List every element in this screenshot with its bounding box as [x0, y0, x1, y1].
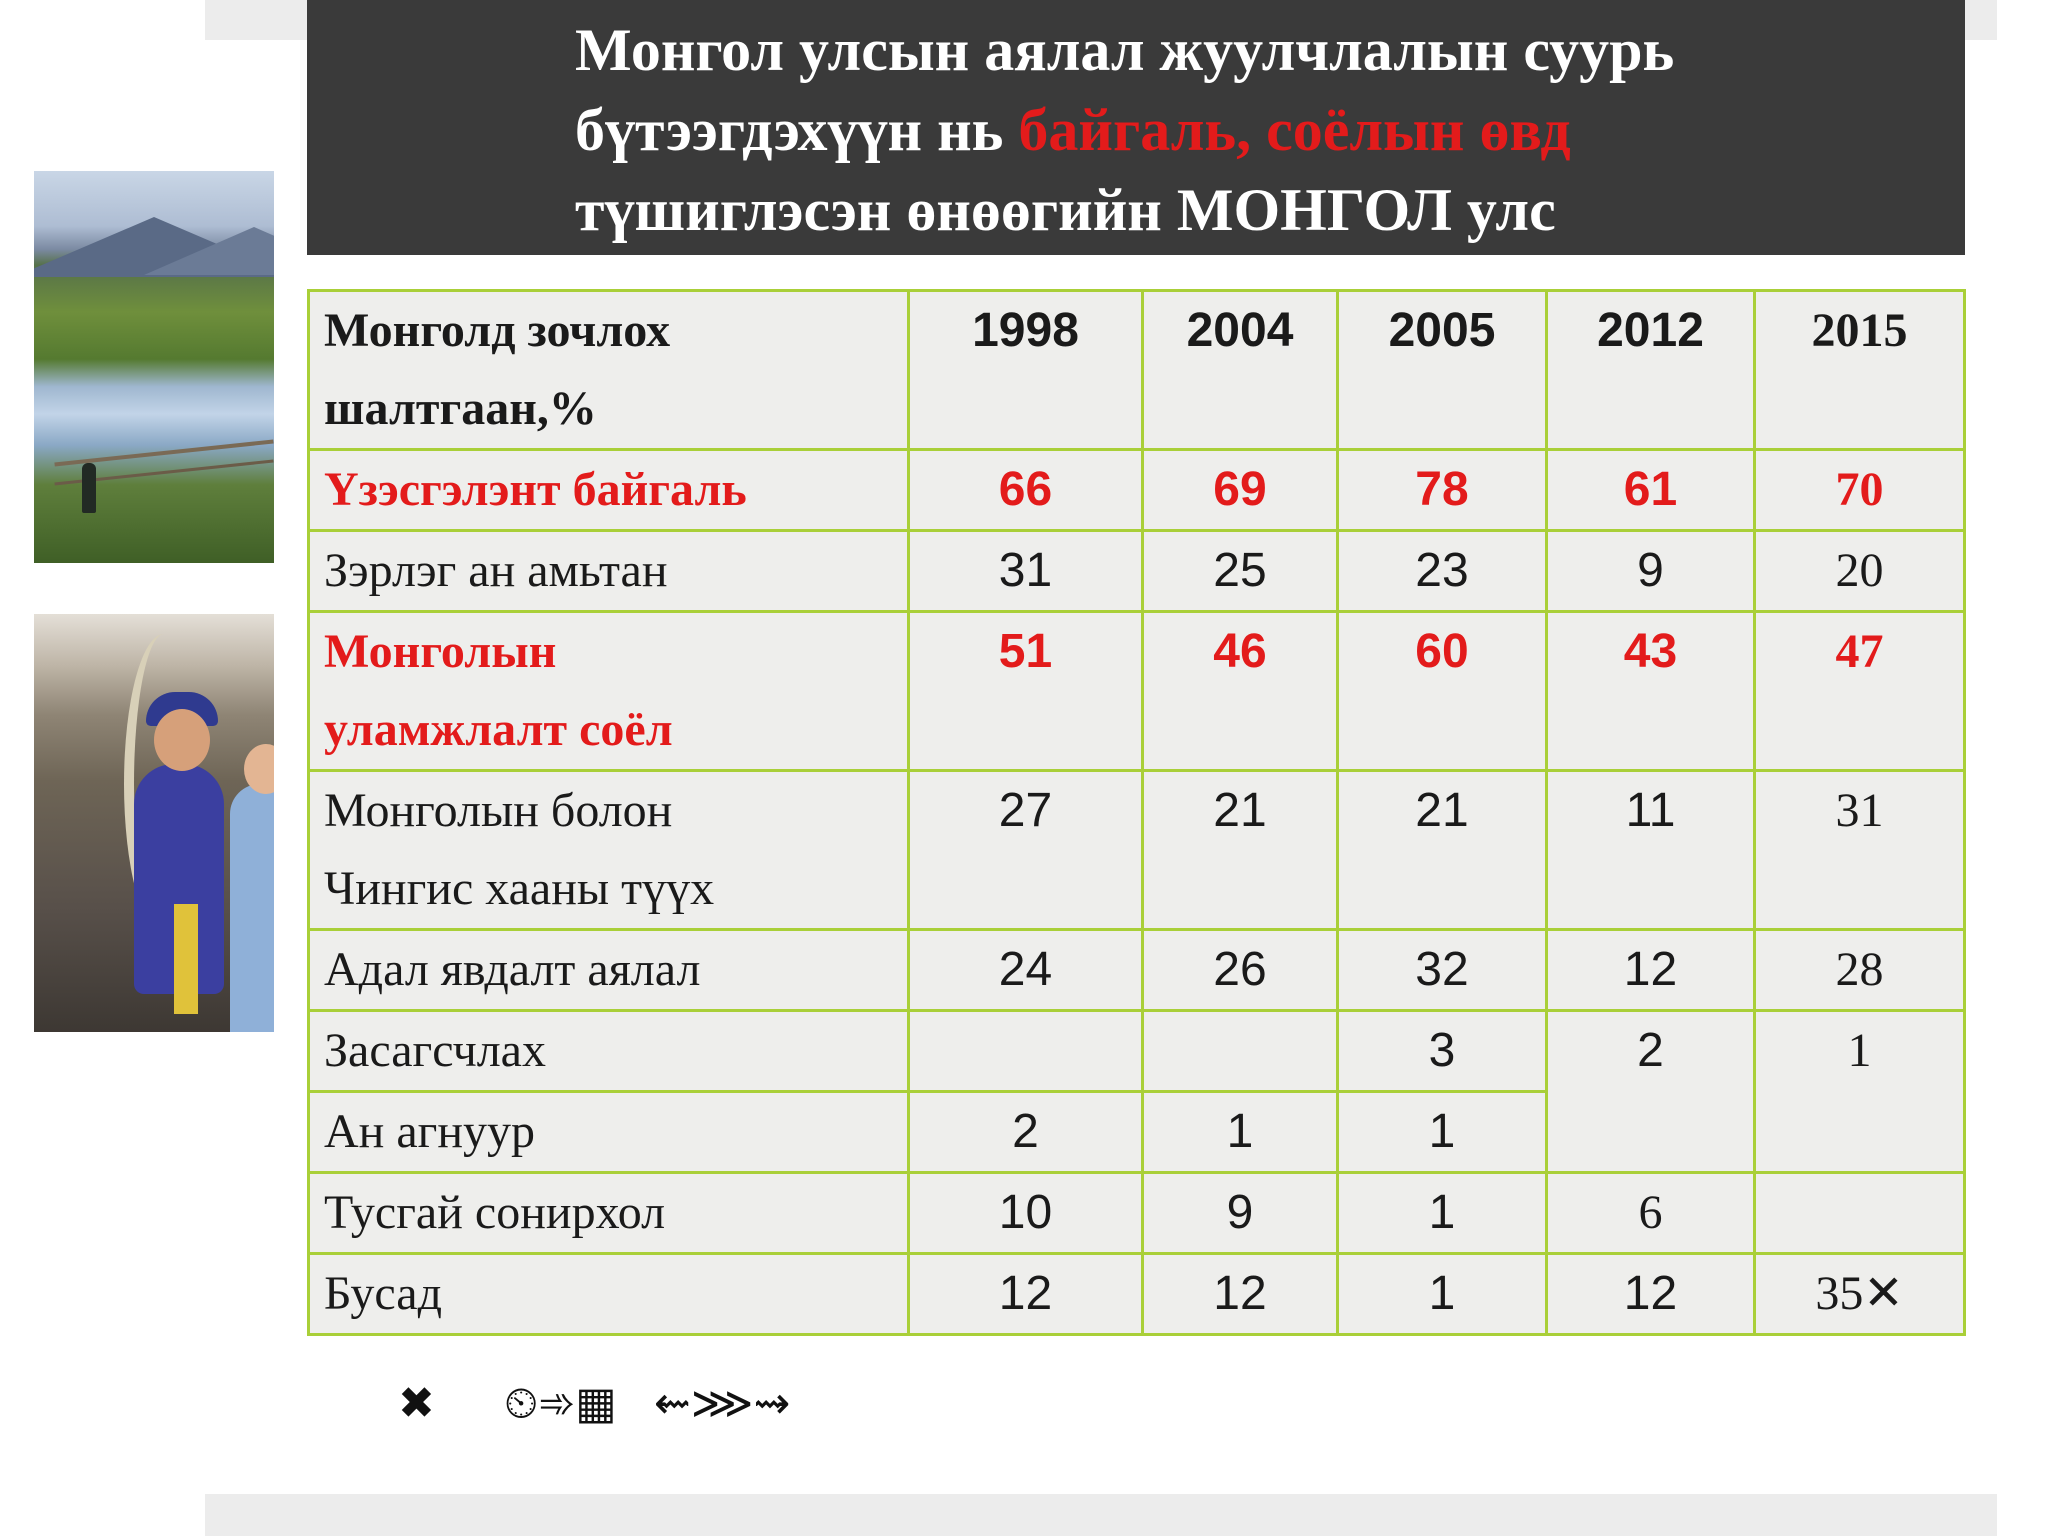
table-cell: 32 — [1336, 928, 1548, 1012]
table-cell: 10 — [907, 1171, 1144, 1255]
table-cell — [907, 1009, 1144, 1093]
table-row: Зэрлэг ан амьтан 31 25 23 9 20 — [307, 529, 1966, 613]
table-row: Үзэсгэлэнт байгаль 66 69 78 61 70 — [307, 448, 1966, 532]
table-cell: 23 — [1336, 529, 1548, 613]
archer-photo — [34, 614, 274, 1032]
table-cell: 47 — [1753, 610, 1966, 772]
table-row: Адал явдалт аялал 24 26 32 12 28 — [307, 928, 1966, 1012]
row-label: Тусгай сонирхол — [307, 1171, 910, 1255]
table-cell: 12 — [1141, 1252, 1339, 1336]
header-label-line2: шалтгаан,% — [324, 382, 597, 435]
table-cell: 69 — [1141, 448, 1339, 532]
row-label-line2: уламжлалт соёл — [324, 703, 673, 756]
table-cell: 31 — [907, 529, 1144, 613]
row-label: Ан агнуур — [307, 1090, 910, 1174]
row-label-line1: Монголын — [324, 625, 557, 678]
table-cell: 2 — [907, 1090, 1144, 1174]
table-cell: 70 — [1753, 448, 1966, 532]
footer-glyph: ⇜⋙⇝ — [654, 1378, 791, 1429]
header-year: 2015 — [1753, 289, 1966, 451]
table-cell: 28 — [1753, 928, 1966, 1012]
bystander-figure — [230, 784, 274, 1032]
title-line-2-accent: байгаль, соёлын өвд — [1018, 97, 1571, 163]
header-year: 2004 — [1141, 289, 1339, 451]
archer-sash — [174, 904, 198, 1014]
table-cell: 26 — [1141, 928, 1339, 1012]
table-cell: 20 — [1753, 529, 1966, 613]
table-cell: 12 — [1545, 928, 1756, 1012]
table-cell: 21 — [1141, 769, 1339, 931]
table-cell: 2 — [1545, 1009, 1756, 1174]
table-row: Ан агнуур 2 1 1 — [307, 1090, 1965, 1174]
landscape-photo — [34, 171, 274, 563]
row-label: Монголын уламжлалт соёл — [307, 610, 910, 772]
table-cell: 12 — [907, 1252, 1144, 1336]
table-cell: 66 — [907, 448, 1144, 532]
row-label: Бусад — [307, 1252, 910, 1336]
title-line-2-plain: бүтээгдэхүүн нь — [575, 97, 1019, 163]
table-cell — [1753, 1171, 1966, 1255]
table-cell: 25 — [1141, 529, 1339, 613]
archer-head — [154, 709, 210, 771]
row-label: Зэрлэг ан амьтан — [307, 529, 910, 613]
title-line-3: түшиглэсэн өнөөгийн МОНГОЛ улс — [575, 177, 1556, 243]
table-cell: 1 — [1753, 1009, 1966, 1174]
table-cell: 78 — [1336, 448, 1548, 532]
bottom-decor-strip — [205, 1494, 1997, 1536]
row-label: Үзэсгэлэнт байгаль — [307, 448, 910, 532]
footer-glyph: ⏲➾▦ — [504, 1378, 617, 1429]
header-year: 1998 — [907, 289, 1144, 451]
table-cell: 24 — [907, 928, 1144, 1012]
table-cell: 51 — [907, 610, 1144, 772]
table-cell: 43 — [1545, 610, 1756, 772]
row-label: Монголын болон Чингис хааны түүх — [307, 769, 910, 931]
table-cell: 9 — [1545, 529, 1756, 613]
table-cell: 3 — [1336, 1009, 1548, 1093]
mountain-shape — [144, 227, 274, 275]
tourism-reasons-table: Монголд зочлох шалтгаан,% 1998 2004 2005 … — [307, 289, 1966, 1336]
table-cell: 60 — [1336, 610, 1548, 772]
table-cell: 1 — [1336, 1252, 1548, 1336]
table-row: Бусад 12 12 1 12 35✕ — [307, 1252, 1966, 1336]
table-header-row: Монголд зочлох шалтгаан,% 1998 2004 2005 … — [307, 289, 1966, 451]
table-cell: 35✕ — [1753, 1252, 1966, 1336]
table-cell: 1 — [1336, 1090, 1548, 1174]
person-silhouette — [82, 463, 96, 513]
bystander-head — [244, 744, 274, 794]
row-label: Адал явдалт аялал — [307, 928, 910, 1012]
header-year: 2012 — [1545, 289, 1756, 451]
title-line-1: Монгол улсын аялал жуулчлалын суурь — [575, 17, 1675, 83]
header-year: 2005 — [1336, 289, 1548, 451]
header-label-line1: Монголд зочлох — [324, 304, 671, 357]
header-label-cell: Монголд зочлох шалтгаан,% — [307, 289, 910, 451]
table-row: Засагсчлах 3 2 1 — [307, 1009, 1966, 1174]
table-cell: 61 — [1545, 448, 1756, 532]
table-cell: 1 — [1141, 1090, 1339, 1174]
table-row: Тусгай сонирхол 10 9 1 6 — [307, 1171, 1966, 1255]
table-cell: 21 — [1336, 769, 1548, 931]
table-cell: 9 — [1141, 1171, 1339, 1255]
row-label-line1: Монголын болон — [324, 784, 673, 837]
table-cell: 1 — [1336, 1171, 1548, 1255]
table-cell: 46 — [1141, 610, 1339, 772]
table-cell: 31 — [1753, 769, 1966, 931]
title-line-2: бүтээгдэхүүн нь байгаль, соёлын өвд — [575, 90, 1965, 170]
table-row: Монголын болон Чингис хааны түүх 27 21 21… — [307, 769, 1966, 931]
footer-glyph: ✖ — [398, 1378, 435, 1429]
table-row: Монголын уламжлалт соёл 51 46 60 43 47 — [307, 610, 1966, 772]
row-label: Засагсчлах — [307, 1009, 910, 1093]
table-cell: 27 — [907, 769, 1144, 931]
table-cell: 12 — [1545, 1252, 1756, 1336]
table-cell: 6 — [1545, 1171, 1756, 1255]
table-cell: 11 — [1545, 769, 1756, 931]
bow-shape — [124, 634, 204, 934]
row-label-line2: Чингис хааны түүх — [324, 862, 715, 915]
slide-title: Монгол улсын аялал жуулчлалын суурь бүтэ… — [307, 0, 1965, 255]
table-cell — [1141, 1009, 1339, 1093]
